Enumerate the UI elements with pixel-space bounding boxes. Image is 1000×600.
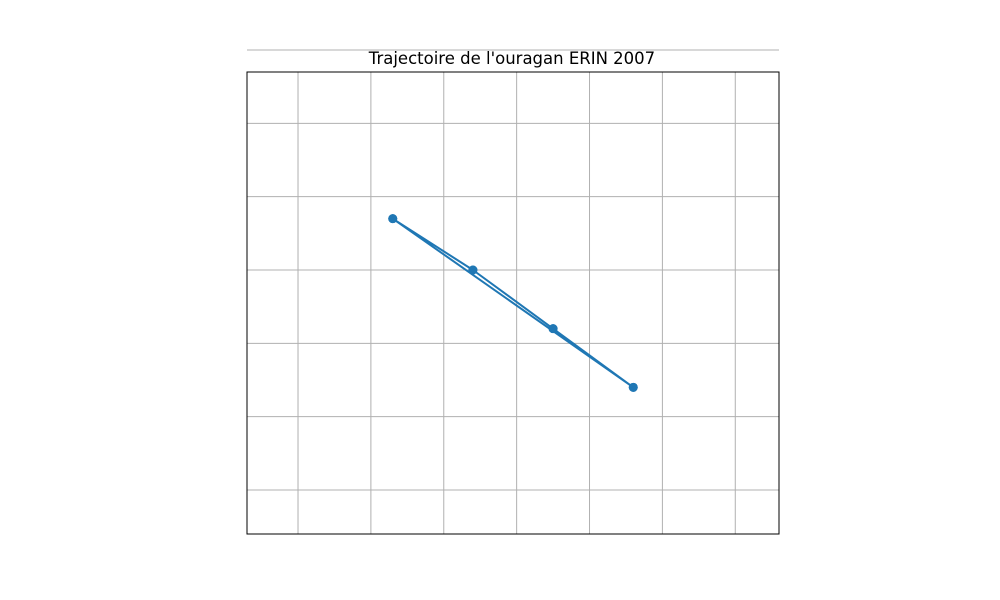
track-point xyxy=(548,324,558,334)
track-point xyxy=(468,265,478,275)
track-point xyxy=(388,214,398,224)
chart-title: Trajectoire de l'ouragan ERIN 2007 xyxy=(368,49,655,68)
track-series xyxy=(388,214,638,392)
track-point xyxy=(628,382,638,392)
plot-area xyxy=(246,49,780,535)
plot-frame xyxy=(246,71,780,535)
grid-lines xyxy=(247,49,779,534)
track-line xyxy=(391,217,635,389)
